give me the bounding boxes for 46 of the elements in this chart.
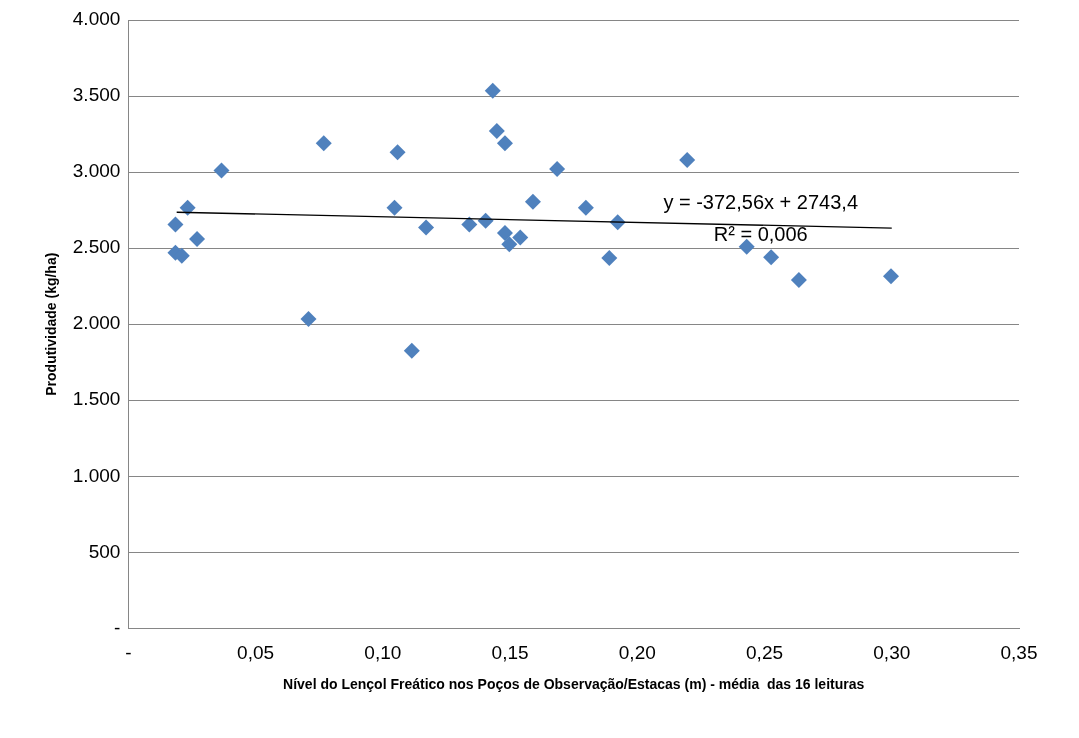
x-tick-label: 0,05	[237, 642, 275, 664]
point	[488, 123, 505, 140]
point	[403, 342, 420, 359]
x-tick-label: 0,20	[618, 642, 656, 664]
point	[679, 151, 696, 168]
point	[524, 193, 541, 210]
y-tick-label: 1.500	[72, 388, 121, 410]
annotation: R² = 0,006	[713, 222, 808, 245]
x-tick-label: 0,35	[1000, 642, 1038, 664]
point	[501, 236, 518, 253]
point	[315, 135, 332, 152]
x-tick-label: 0,25	[746, 642, 784, 664]
point	[738, 238, 755, 255]
point	[389, 144, 406, 161]
point	[179, 199, 196, 216]
y-tick-label: -	[114, 616, 121, 638]
y-axis-title: Produtividade (kg/ha)	[43, 252, 60, 396]
point	[386, 199, 403, 216]
point	[577, 199, 594, 216]
point	[763, 249, 780, 266]
x-tick-label: 0,30	[873, 642, 911, 664]
y-tick-label: 2.500	[72, 236, 121, 258]
x-tick-label: 0,10	[364, 642, 402, 664]
point	[883, 268, 899, 285]
point	[601, 250, 618, 267]
annotation: y = -372,56x + 2743,4	[663, 190, 859, 213]
point	[496, 224, 513, 241]
point	[512, 229, 529, 246]
x-axis-title: Nível do Lençol Freático nos Poços de Observação/Estacas (m) - média das 16 leituras	[283, 676, 865, 693]
point	[213, 162, 230, 179]
x-tick-label: 0,15	[491, 642, 529, 664]
point	[484, 82, 501, 99]
y-tick-label: 2.000	[72, 312, 121, 334]
point	[189, 231, 206, 248]
point	[300, 310, 317, 327]
y-tick-label: 500	[88, 540, 121, 562]
point	[496, 135, 513, 152]
point	[418, 219, 435, 236]
point	[790, 272, 807, 289]
y-tick-label: 3.000	[72, 160, 121, 182]
y-tick-label: 3.500	[72, 84, 121, 106]
point	[461, 216, 478, 233]
y-tick-label: 1.000	[72, 464, 121, 486]
point	[549, 161, 566, 178]
point	[167, 216, 184, 233]
y-tick-label: 4.000	[72, 8, 121, 30]
